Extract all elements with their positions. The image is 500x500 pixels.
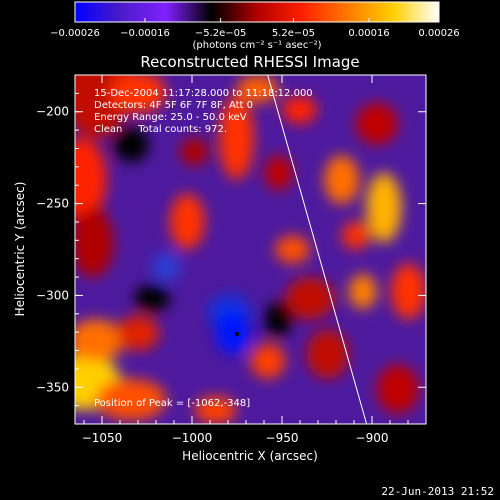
image-blob [264,301,293,337]
y-tick-label: −300 [36,288,69,302]
x-tick-label: −1050 [82,431,123,445]
colorbar-tick-label: 0.00026 [418,28,459,39]
image-blob [348,273,377,309]
image-blob [341,221,370,250]
annotation-time: 15-Dec-2004 11:17:28.000 to 11:18:12.000 [94,88,313,99]
colorbar-tick-label: 0.00016 [348,28,389,39]
image-blob [134,284,170,313]
image-blob [169,193,205,250]
image-blob [75,207,114,278]
x-axis-label: Heliocentric X (arcsec) [182,449,318,463]
y-axis: −200 −250 −300 −350 [36,74,426,407]
image-blob [180,137,209,166]
plot-frame [74,74,427,425]
image-blob [285,277,335,320]
peak-marker [235,331,239,336]
image-blob [96,378,167,421]
image-blob [117,315,160,351]
y-tick-label: −350 [36,380,69,394]
image-blob [390,263,426,320]
plot-area [75,75,426,424]
image-blob [75,319,125,362]
image-blob [275,235,311,264]
x-tick-label: −950 [266,431,299,445]
image-blob [215,312,251,355]
y-tick-label: −200 [36,105,69,119]
chart-title: Reconstructed RHESSI Image [140,53,359,71]
colorbar-tick-label: −0.00026 [50,28,100,39]
image-blob [250,343,286,379]
image-blob [264,155,293,191]
annotation-counts: Clean Total counts: 972. [94,124,227,135]
image-blob [376,364,419,414]
timestamp-footer: 22-Jun-2013 21:52 [381,485,494,498]
x-tick-label: −900 [356,431,389,445]
image-blob [110,75,167,114]
limb-line [267,75,368,424]
annotation-block: 15-Dec-2004 11:17:28.000 to 11:18:12.000… [94,88,313,409]
image-blob [355,102,398,145]
y-axis-label: Heliocentric Y (arcsec) [13,182,27,317]
x-tick-label: −1000 [172,431,213,445]
image-blob [194,396,237,424]
image-blob [113,127,149,163]
image-blob [324,155,360,205]
image-blob [366,172,402,243]
image-blob [218,95,255,180]
colorbar: −0.00026 −0.00016 −5.2e−05 5.2e−05 0.00016 0.… [50,1,460,51]
y-tick-label: −250 [36,197,69,211]
image-blob [306,329,349,379]
image-blobs [75,75,426,424]
image-blob [75,137,107,222]
annotation-energy: Energy Range: 25.0 - 50.0 keV [94,112,247,123]
colorbar-tick-label: 5.2e−05 [272,28,315,39]
colorbar-tick-label: −5.2e−05 [195,28,247,39]
annotation-detectors: Detectors: 4F 5F 6F 7F 8F, Att 0 [94,100,253,111]
image-blob [282,95,318,124]
colorbar-tick-label: −0.00016 [120,28,170,39]
colorbar-bar [74,1,440,23]
x-axis: −1050 −1000 −950 −900 [82,75,427,445]
colorbar-units: (photons cm⁻² s⁻¹ asec⁻²) [192,40,321,51]
image-blob [152,252,181,281]
colorbar-ticks: −0.00026 −0.00016 −5.2e−05 5.2e−05 0.00016 0.… [50,18,460,39]
image-blob [236,75,279,103]
peak-position-label: Position of Peak = [-1062,-348] [94,398,250,409]
